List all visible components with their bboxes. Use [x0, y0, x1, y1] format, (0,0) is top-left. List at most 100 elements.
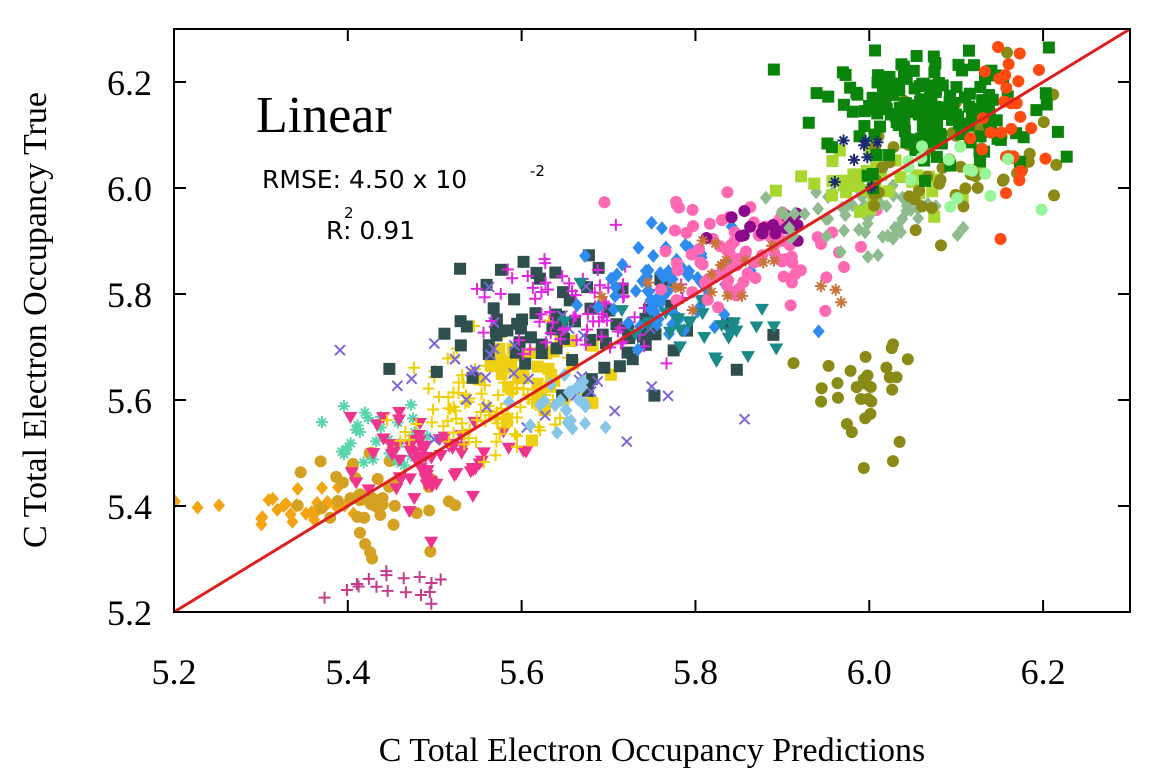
scatter-point	[909, 224, 922, 237]
scatter-point	[392, 407, 407, 420]
scatter-point	[814, 280, 827, 293]
scatter-point	[569, 289, 582, 302]
scatter-point	[788, 206, 801, 221]
scatter-point	[629, 284, 642, 299]
scatter-point	[741, 267, 754, 280]
scatter-point	[424, 536, 439, 549]
scatter-point	[904, 202, 917, 217]
scatter-point	[861, 216, 874, 231]
scatter-point	[721, 289, 734, 302]
scatter-point	[1015, 165, 1028, 178]
scatter-point	[262, 492, 275, 507]
scatter-point	[769, 184, 782, 197]
scatter-point	[669, 281, 682, 294]
scatter-point	[819, 304, 832, 317]
r2-value: : 0.91	[343, 216, 415, 245]
scatter-point	[429, 478, 444, 491]
scatter-point	[632, 240, 645, 255]
scatter-point	[775, 205, 788, 220]
scatter-point	[670, 314, 685, 327]
scatter-point	[621, 435, 633, 448]
scatter-point	[910, 50, 923, 63]
scatter-point	[1051, 125, 1064, 138]
scatter-point	[573, 378, 586, 393]
scatter-point	[460, 395, 473, 408]
series-magenta-plus-mid	[470, 218, 711, 370]
scatter-point	[886, 383, 899, 396]
scatter-point	[344, 437, 357, 450]
scatter-point	[531, 360, 544, 373]
scatter-point	[535, 286, 548, 299]
series-purple-circles	[700, 205, 804, 247]
scatter-point	[508, 367, 520, 380]
scatter-point	[1030, 104, 1043, 117]
y-tick-label: 5.8	[107, 275, 152, 315]
scatter-point	[670, 198, 683, 211]
scatter-point	[861, 249, 874, 264]
scatter-point	[957, 200, 970, 213]
scatter-point	[810, 87, 823, 100]
scatter-point	[648, 304, 661, 319]
scatter-point	[592, 299, 605, 314]
plot-frame	[173, 28, 1131, 613]
scatter-point	[519, 357, 532, 370]
scatter-point	[1035, 203, 1048, 216]
scatter-point	[1014, 110, 1027, 123]
scatter-point	[668, 224, 681, 237]
scatter-point	[479, 371, 492, 384]
scatter-point	[571, 298, 584, 313]
scatter-point	[374, 508, 387, 521]
scatter-point	[766, 321, 781, 334]
scatter-point	[662, 390, 674, 402]
scatter-point	[362, 572, 375, 585]
scatter-point	[174, 494, 181, 509]
scatter-point	[859, 134, 872, 147]
scatter-point	[831, 377, 844, 390]
scatter-point	[403, 473, 418, 486]
scatter-point	[314, 455, 327, 468]
scatter-point	[905, 173, 918, 186]
scatter-point	[349, 477, 364, 490]
scatter-point	[659, 245, 672, 258]
scatter-point	[280, 496, 293, 511]
scatter-point	[739, 254, 752, 267]
chart-title: Linear	[256, 87, 392, 144]
scatter-point	[371, 472, 384, 485]
scatter-point	[422, 382, 435, 395]
scatter-point	[370, 435, 383, 448]
scatter-point	[366, 448, 381, 461]
scatter-point	[869, 44, 882, 57]
x-tick-label: 6.0	[847, 652, 892, 692]
scatter-point	[846, 105, 859, 118]
scatter-point	[454, 339, 467, 352]
scatter-point	[893, 435, 906, 448]
scatter-point	[387, 518, 400, 531]
scatter-point	[477, 326, 490, 339]
scatter-point	[349, 423, 362, 436]
scatter-point	[501, 442, 516, 455]
scatter-point	[994, 232, 1007, 245]
scatter-point	[609, 405, 621, 417]
scatter-point	[883, 149, 896, 162]
scatter-point	[353, 425, 366, 438]
scatter-point	[517, 255, 530, 268]
scatter-point	[585, 385, 597, 398]
scatter-point	[478, 291, 491, 304]
scatter-point	[820, 229, 833, 244]
scatter-point	[563, 277, 576, 290]
scatter-point	[767, 254, 780, 267]
scatter-point	[579, 399, 592, 414]
scatter-point	[402, 439, 417, 452]
scatter-point	[510, 440, 523, 453]
scatter-point	[858, 120, 871, 133]
scatter-point	[508, 428, 521, 441]
scatter-point	[729, 325, 744, 338]
scatter-point	[962, 44, 975, 57]
scatter-point	[490, 435, 503, 448]
scatter-point	[942, 153, 955, 166]
scatter-point	[557, 316, 572, 329]
scatter-point	[418, 473, 433, 486]
scatter-point	[508, 293, 521, 306]
scatter-point	[430, 365, 443, 378]
scatter-point	[539, 336, 552, 349]
